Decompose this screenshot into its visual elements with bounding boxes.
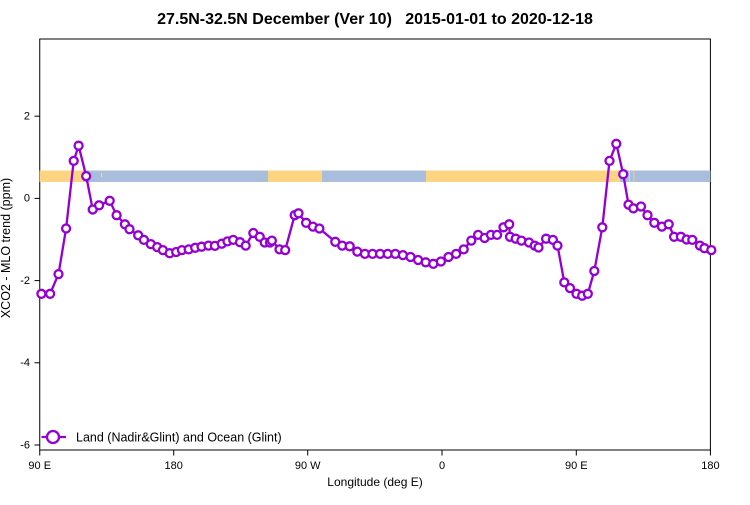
svg-text:2: 2 (24, 111, 30, 123)
svg-text:90 W: 90 W (295, 460, 321, 472)
svg-text:180: 180 (701, 460, 719, 472)
svg-text:180: 180 (165, 460, 183, 472)
svg-text:Land (Nadir&Glint) and Ocean (: Land (Nadir&Glint) and Ocean (Glint) (76, 431, 282, 445)
svg-text:90 E: 90 E (565, 460, 588, 472)
svg-text:-6: -6 (20, 439, 30, 451)
svg-text:0: 0 (24, 193, 30, 205)
svg-text:27.5N-32.5N December (Ver 10): 27.5N-32.5N December (Ver 10) 2015-01-01… (157, 11, 593, 28)
svg-text:0: 0 (439, 460, 445, 472)
svg-text:-4: -4 (20, 357, 30, 369)
svg-text:90 E: 90 E (28, 460, 51, 472)
svg-text:Longitude (deg E): Longitude (deg E) (327, 475, 422, 489)
svg-text:-2: -2 (20, 275, 30, 287)
svg-text:XCO2 - MLO trend (ppm): XCO2 - MLO trend (ppm) (0, 178, 13, 318)
